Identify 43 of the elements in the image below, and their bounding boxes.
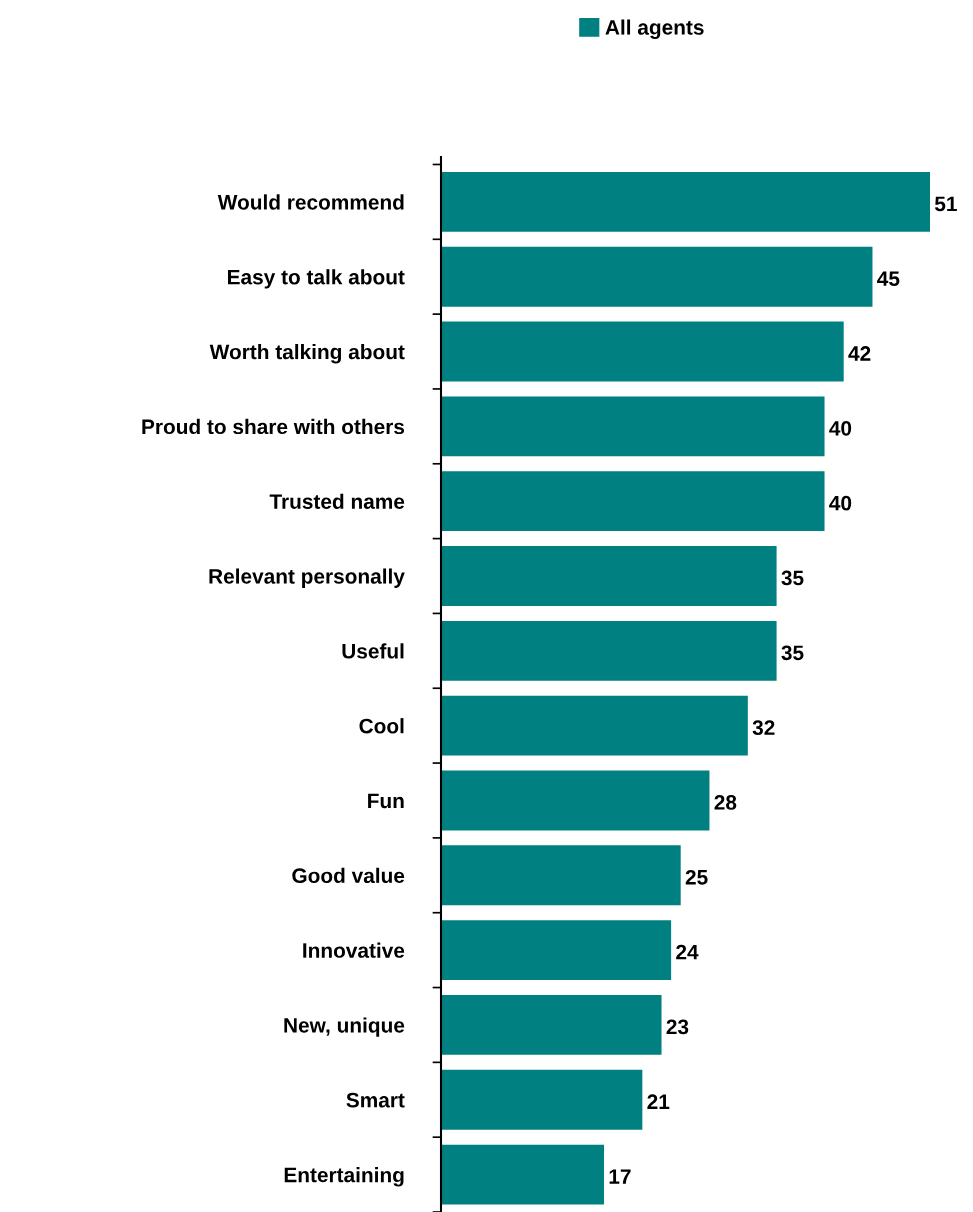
data-label: 45	[877, 271, 900, 287]
bar	[441, 171, 930, 232]
y-tick-label: Cool	[359, 718, 404, 734]
y-tick-label: Would recommend	[217, 194, 404, 210]
y-tick-label: Worth talking about	[209, 343, 405, 364]
data-label: 23	[666, 1019, 689, 1035]
bar	[441, 471, 825, 532]
bar	[441, 995, 662, 1055]
y-tick-label: Trusted name	[269, 493, 405, 509]
y-tick-label: Proud to share with others	[142, 418, 405, 435]
data-label: 40	[829, 420, 852, 436]
data-label: 28	[714, 795, 737, 810]
y-tick-label: Relevant personally	[209, 568, 405, 588]
bar	[441, 321, 844, 382]
legend-label: All agents	[605, 19, 704, 39]
y-tick-label: New, unique	[284, 1017, 405, 1037]
bar	[441, 845, 681, 906]
bar	[441, 246, 873, 307]
data-label: 32	[752, 720, 775, 736]
data-label: 35	[781, 645, 804, 661]
y-tick-label: Entertaining	[284, 1167, 404, 1187]
y-tick-label: Good value	[292, 867, 405, 884]
y-tick-label: Easy to talk about	[228, 269, 405, 289]
data-label: 17	[609, 1169, 631, 1184]
bar	[441, 695, 748, 756]
bar	[441, 1069, 643, 1130]
y-tick-label: Smart	[346, 1092, 405, 1108]
data-label: 35	[781, 570, 804, 586]
bar	[441, 546, 777, 606]
bar	[441, 1144, 604, 1205]
y-tick-label: Fun	[368, 793, 404, 809]
data-label: 42	[848, 346, 871, 361]
data-label: 25	[685, 869, 708, 885]
data-label: 24	[676, 944, 699, 960]
data-label: 40	[829, 495, 852, 511]
y-tick-label: Useful	[342, 643, 404, 659]
bar	[441, 920, 672, 981]
data-label: 51	[934, 196, 957, 212]
bar	[441, 770, 710, 831]
bar	[441, 620, 777, 681]
bar	[441, 396, 825, 457]
data-label: 21	[647, 1094, 670, 1109]
y-tick-label: Innovative	[303, 942, 405, 958]
